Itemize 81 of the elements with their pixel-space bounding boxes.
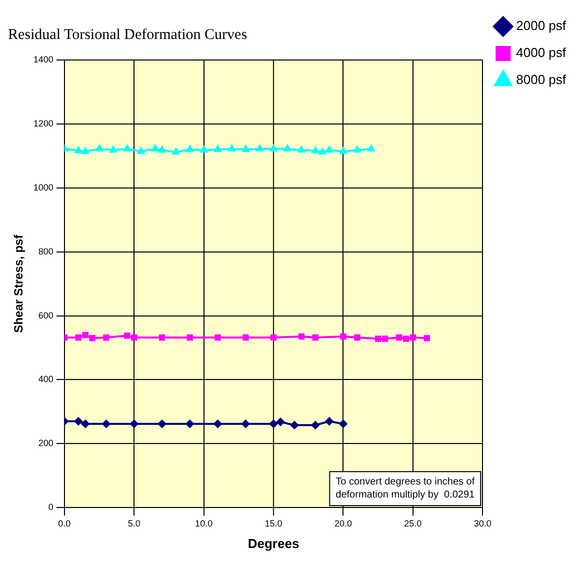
point: [186, 420, 194, 428]
point: [172, 148, 180, 155]
point: [339, 420, 348, 428]
point: [368, 144, 375, 152]
point: [74, 146, 82, 154]
point: [354, 146, 361, 153]
point: [382, 336, 388, 342]
point: [124, 144, 131, 152]
point: [256, 144, 264, 152]
point: [270, 334, 277, 341]
point: [354, 334, 360, 341]
point: [276, 418, 284, 426]
point: [242, 146, 250, 152]
point: [311, 421, 320, 430]
y-tick-label: 400: [38, 374, 54, 384]
legend-label: 4000 psf: [516, 45, 566, 60]
point: [103, 334, 110, 341]
point: [402, 336, 410, 342]
y-tick-label: 1400: [33, 54, 54, 64]
annotation: To convert degrees to inches of deformation multiply by 0.0291: [336, 476, 476, 500]
y-tick-label: 600: [38, 310, 54, 320]
point: [424, 335, 430, 342]
y-axis-title: Shear Stress, psf: [12, 234, 26, 333]
x-tick-label: 5.0: [128, 518, 140, 528]
point: [214, 420, 222, 428]
x-tick-label: 25.0: [404, 518, 422, 528]
point: [131, 334, 138, 341]
x-tick-label: 10.0: [195, 518, 213, 528]
point: [214, 146, 222, 152]
point: [284, 144, 292, 152]
point: [290, 421, 298, 430]
point: [158, 146, 166, 153]
point: [200, 146, 208, 153]
point: [75, 334, 82, 341]
point: [326, 146, 333, 153]
y-tick-label: 800: [38, 246, 54, 256]
point: [158, 334, 166, 341]
x-tick-label: 20.0: [334, 518, 352, 528]
y-tick-label: 200: [38, 438, 54, 448]
point: [124, 332, 130, 339]
legend-label: 2000 psf: [516, 18, 566, 34]
point: [186, 334, 194, 341]
point: [396, 334, 402, 341]
point: [325, 417, 334, 426]
point: [340, 333, 346, 340]
point: [89, 335, 96, 342]
point: [242, 334, 249, 341]
point: [130, 420, 138, 428]
point: [82, 332, 88, 338]
point: [96, 144, 103, 152]
point: [298, 146, 306, 153]
point: [110, 146, 117, 153]
x-tick-label: 15.0: [264, 518, 282, 528]
point: [270, 144, 278, 152]
point: [298, 333, 305, 340]
y-tick-label: 1200: [33, 118, 54, 128]
x-tick-label: 30.0: [474, 518, 492, 528]
y-tick-label: 0: [48, 502, 54, 512]
point: [158, 420, 166, 428]
point: [102, 420, 110, 428]
point: [81, 420, 90, 428]
x-axis-title: Degrees: [248, 536, 300, 551]
y-tick-label: 1000: [33, 182, 54, 192]
point: [186, 146, 194, 152]
point: [374, 336, 382, 342]
point: [410, 334, 416, 341]
point: [214, 334, 221, 341]
point: [340, 147, 347, 154]
point: [318, 148, 326, 155]
point: [312, 146, 319, 154]
point: [82, 147, 89, 154]
point: [137, 147, 145, 154]
legend-label: 8000 psf: [516, 72, 566, 88]
point: [228, 144, 236, 152]
point: [242, 420, 250, 428]
chart-title: Residual Torsional Deformation Curves: [8, 26, 248, 43]
point: [270, 420, 278, 428]
point: [312, 334, 318, 341]
point: [74, 417, 82, 426]
x-tick-label: 0.0: [58, 518, 71, 528]
point: [151, 144, 159, 152]
